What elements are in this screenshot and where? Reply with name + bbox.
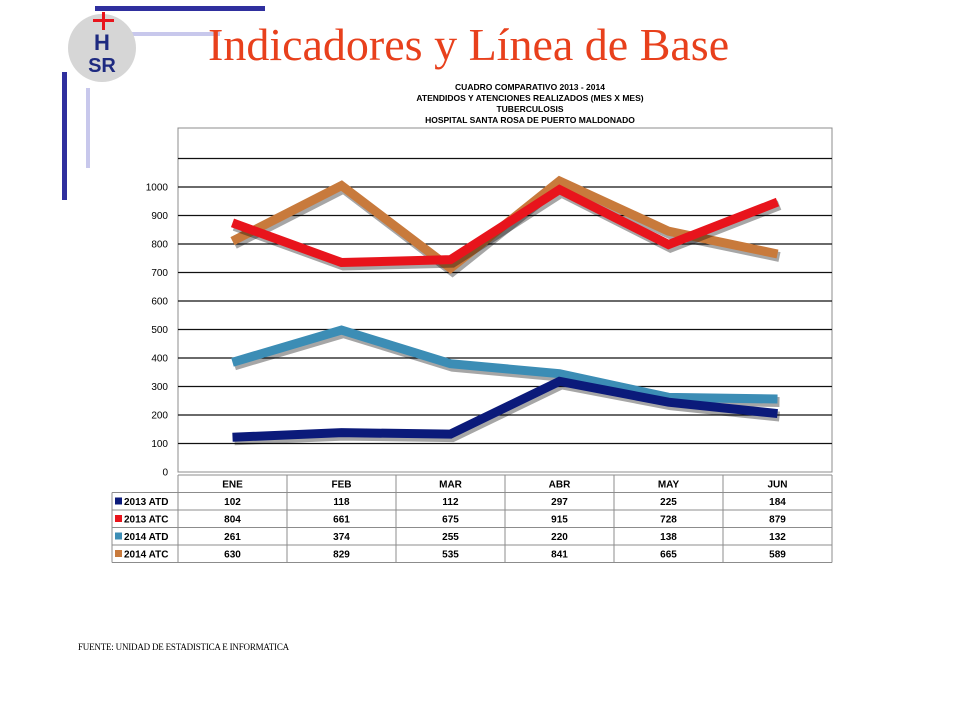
x-tick-label: ABR (549, 480, 571, 491)
table-value: 829 (333, 550, 350, 561)
decorative-bar-top-light (132, 32, 220, 36)
legend-label: 2013 ATD (124, 497, 168, 508)
table-value: 915 (551, 515, 568, 526)
chart-title-line: HOSPITAL SANTA ROSA DE PUERTO MALDONADO (425, 115, 635, 125)
legend-swatch (115, 515, 122, 522)
slide-title: Indicadores y Línea de Base (208, 19, 730, 70)
table-value: 661 (333, 515, 350, 526)
table-value: 374 (333, 532, 350, 543)
y-tick-label: 700 (151, 268, 168, 279)
table-value: 675 (442, 515, 459, 526)
table-value: 225 (660, 497, 677, 508)
table-value: 535 (442, 550, 459, 561)
logo-cross-horizontal (93, 19, 114, 22)
table-value: 102 (224, 497, 241, 508)
decorative-bar-left (62, 72, 67, 200)
x-tick-label: MAY (658, 480, 680, 491)
table-value: 184 (769, 497, 786, 508)
series-line (230, 184, 780, 268)
y-tick-label: 0 (162, 468, 168, 479)
table-value: 138 (660, 532, 677, 543)
plot-area (177, 127, 833, 473)
chart-title-line: CUADRO COMPARATIVO 2013 - 2014 (455, 82, 605, 92)
y-tick-label: 200 (151, 411, 168, 422)
table-value: 630 (224, 550, 241, 561)
series-line (232, 376, 778, 442)
series-line (231, 325, 778, 404)
legend-swatch (115, 550, 122, 557)
y-tick-label: 900 (151, 211, 168, 222)
y-tick-label: 400 (151, 354, 168, 365)
x-tick-label: ENE (222, 480, 243, 491)
y-tick-label: 100 (151, 439, 168, 450)
hospital-logo: H SR (68, 12, 136, 82)
table-value: 879 (769, 515, 786, 526)
x-tick-label: FEB (332, 480, 352, 491)
y-tick-label: 800 (151, 240, 168, 251)
table-value: 261 (224, 532, 241, 543)
table-value: 841 (551, 550, 568, 561)
table-value: 255 (442, 532, 459, 543)
table-value: 118 (333, 497, 350, 508)
y-tick-label: 300 (151, 382, 168, 393)
y-tick-label: 600 (151, 297, 168, 308)
decorative-bar-left-light (86, 88, 90, 168)
logo-letter-h: H (94, 30, 110, 55)
legend-label: 2014 ATD (124, 532, 168, 543)
x-tick-label: JUN (767, 480, 787, 491)
y-tick-label: 500 (151, 325, 168, 336)
legend-swatch (115, 497, 122, 505)
logo-letters-sr: SR (88, 55, 116, 77)
chart-title: CUADRO COMPARATIVO 2013 - 2014 ATENDIDOS… (330, 82, 730, 126)
x-tick-label: MAR (439, 480, 463, 491)
chart-title-line: TUBERCULOSIS (496, 104, 564, 114)
table-value: 589 (769, 550, 786, 561)
table-value: 112 (442, 497, 459, 508)
y-tick-label: 1000 (146, 183, 169, 194)
table-value: 132 (769, 532, 786, 543)
decorative-bar-top (95, 6, 265, 11)
table-value: 804 (224, 515, 241, 526)
legend-label: 2014 ATC (124, 550, 168, 561)
table-value: 297 (551, 497, 568, 508)
logo-circle (68, 14, 136, 82)
chart-title-line: ATENDIDOS Y ATENCIONES REALIZADOS (MES X… (416, 93, 644, 103)
legend-label: 2013 ATC (124, 515, 168, 526)
table-value: 220 (551, 532, 568, 543)
table-value: 728 (660, 515, 677, 526)
table-value: 665 (660, 550, 677, 561)
source-note: FUENTE: UNIDAD DE ESTADISTICA E INFORMAT… (78, 642, 289, 652)
legend-swatch (115, 532, 122, 540)
